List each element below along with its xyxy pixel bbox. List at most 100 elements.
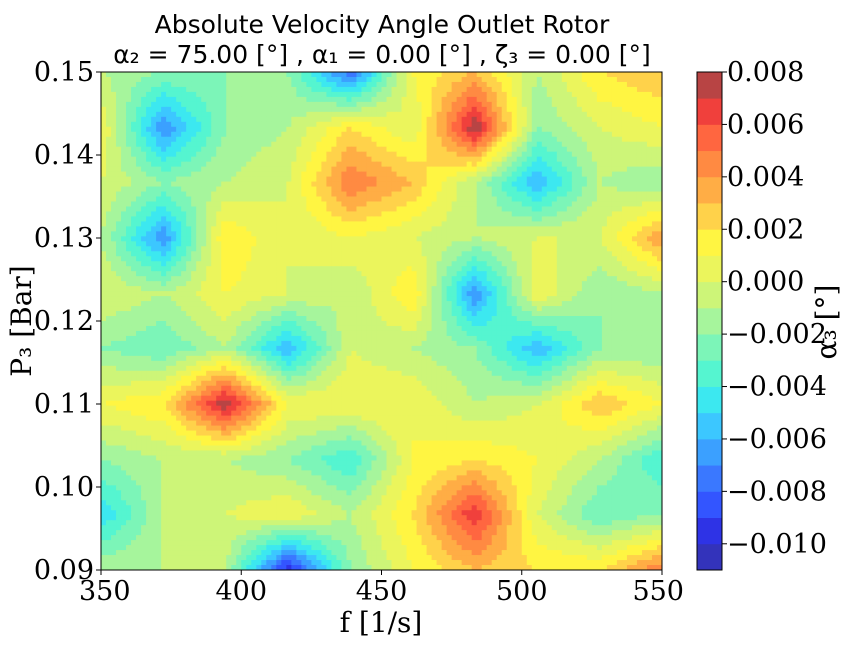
heatmap-cell	[151, 281, 157, 287]
heatmap-cell	[121, 101, 127, 108]
heatmap-cell	[101, 266, 107, 272]
heatmap-cell	[201, 86, 207, 93]
heatmap-cell	[311, 161, 317, 168]
heatmap-cell	[551, 171, 558, 178]
heatmap-cell	[116, 156, 122, 163]
heatmap-cell	[141, 116, 147, 123]
heatmap-cell	[176, 166, 182, 173]
heatmap-cell	[531, 136, 538, 143]
heatmap-cell	[586, 176, 593, 183]
heatmap-cell	[261, 256, 267, 262]
heatmap-cell	[326, 171, 333, 178]
heatmap-cell	[561, 176, 568, 183]
heatmap-cell	[381, 196, 388, 203]
heatmap-cell	[126, 211, 132, 218]
heatmap-cell	[486, 101, 493, 108]
heatmap-cell	[461, 151, 468, 158]
heatmap-cell	[301, 236, 307, 242]
heatmap-cell	[221, 81, 227, 88]
heatmap-cell	[436, 241, 443, 247]
heatmap-cell	[386, 261, 393, 267]
heatmap-cell	[366, 111, 373, 118]
heatmap-cell	[141, 271, 147, 277]
heatmap-cell	[356, 281, 363, 287]
heatmap-cell	[626, 76, 633, 83]
heatmap-cell	[651, 216, 658, 222]
heatmap-cell	[206, 251, 212, 257]
heatmap-cell	[231, 206, 237, 213]
heatmap-cell	[371, 156, 378, 163]
heatmap-cell	[331, 176, 338, 183]
heatmap-cell	[486, 236, 493, 242]
heatmap-cell	[116, 246, 122, 252]
heatmap-cell	[431, 221, 438, 227]
heatmap-cell	[431, 246, 438, 252]
heatmap-cell	[456, 181, 463, 188]
heatmap-cell	[591, 146, 598, 153]
heatmap-cell	[156, 91, 162, 98]
heatmap-cell	[246, 181, 252, 188]
heatmap-cell	[416, 241, 423, 247]
heatmap-cell	[476, 166, 483, 173]
heatmap-cell	[186, 281, 192, 287]
heatmap-cell	[311, 96, 317, 103]
heatmap-cell	[156, 81, 162, 88]
heatmap-cell	[291, 261, 297, 267]
heatmap-cell	[511, 186, 518, 193]
heatmap-cell	[501, 186, 508, 193]
heatmap-cell	[536, 171, 543, 178]
heatmap-cell	[386, 171, 393, 178]
heatmap-cell	[571, 161, 578, 168]
heatmap-cell	[241, 181, 247, 188]
heatmap-cell	[276, 86, 282, 93]
heatmap-cell	[641, 201, 648, 208]
heatmap-cell	[191, 251, 197, 257]
heatmap-cell	[311, 196, 317, 203]
heatmap-cell	[576, 171, 583, 178]
heatmap-cell	[306, 236, 312, 242]
heatmap-cell	[601, 206, 608, 213]
heatmap-cell	[246, 221, 252, 227]
heatmap-cell	[246, 96, 252, 103]
heatmap-cell	[271, 136, 277, 143]
heatmap-cell	[501, 271, 508, 277]
heatmap-cell	[411, 211, 418, 218]
heatmap-cell	[626, 126, 633, 133]
heatmap-cell	[186, 286, 192, 292]
heatmap-cell	[436, 151, 443, 158]
heatmap-cell	[376, 146, 383, 153]
heatmap-cell	[556, 181, 563, 188]
heatmap-cell	[321, 251, 327, 257]
heatmap-cell	[506, 211, 513, 218]
heatmap-cell	[251, 186, 257, 193]
heatmap-cell	[376, 96, 383, 103]
heatmap-cell	[481, 196, 488, 203]
heatmap-cell	[641, 131, 648, 138]
heatmap-cell	[166, 236, 172, 242]
heatmap-cell	[281, 191, 287, 198]
heatmap-cell	[261, 266, 267, 272]
heatmap-cell	[251, 201, 257, 208]
heatmap-cell	[406, 106, 413, 113]
heatmap-cell	[521, 281, 528, 287]
heatmap-cell	[521, 176, 528, 183]
heatmap-cell	[201, 211, 207, 218]
heatmap-cell	[656, 101, 662, 108]
heatmap-cell	[601, 106, 608, 113]
heatmap-cell	[381, 166, 388, 173]
heatmap-cell	[586, 191, 593, 198]
heatmap-cell	[211, 181, 217, 188]
heatmap-cell	[501, 171, 508, 178]
heatmap-cell	[181, 241, 187, 247]
heatmap-cell	[501, 286, 508, 292]
heatmap-cell	[311, 236, 317, 242]
heatmap-cell	[596, 86, 603, 93]
heatmap-cell	[316, 266, 322, 272]
heatmap-cell	[166, 141, 172, 148]
heatmap-cell	[651, 166, 658, 173]
heatmap-cell	[376, 176, 383, 183]
heatmap-cell	[641, 72, 648, 78]
heatmap-cell	[436, 211, 443, 218]
heatmap-cell	[611, 72, 618, 78]
heatmap-cell	[216, 231, 222, 237]
